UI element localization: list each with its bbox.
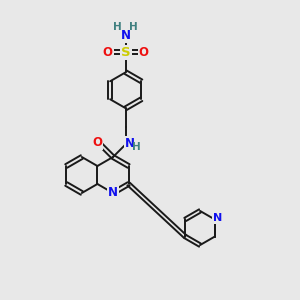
Text: N: N — [121, 29, 131, 42]
Text: H: H — [129, 22, 138, 32]
Text: N: N — [125, 137, 135, 150]
Text: N: N — [213, 214, 222, 224]
Text: H: H — [132, 142, 141, 152]
Text: O: O — [92, 136, 102, 149]
Text: N: N — [108, 187, 118, 200]
Text: S: S — [121, 46, 130, 59]
Text: H: H — [113, 22, 122, 32]
Text: O: O — [103, 46, 113, 59]
Text: O: O — [139, 46, 149, 59]
